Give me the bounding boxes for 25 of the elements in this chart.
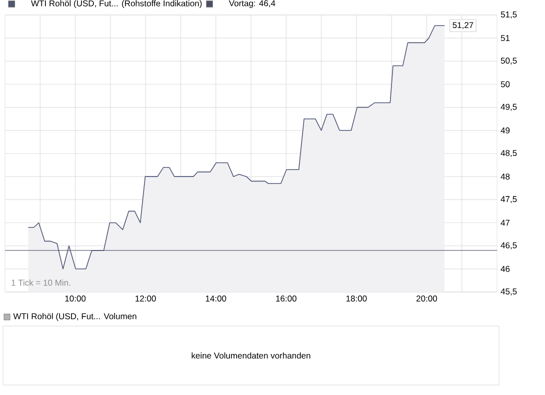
y-tick-label: 46: [500, 266, 510, 272]
x-tick-label: 10:00: [65, 296, 86, 302]
x-tick-label: 18:00: [346, 296, 367, 302]
y-tick-label: 48: [500, 174, 510, 180]
x-tick-label: 12:00: [136, 296, 156, 302]
text: keine Volumendaten vorhanden: [192, 352, 310, 359]
y-tick-label: 50,5: [500, 58, 517, 65]
y-tick-label: 48,5: [500, 150, 517, 157]
x-tick-label: 14:00: [206, 296, 226, 302]
y-tick-label: 45,5: [500, 288, 517, 296]
y-tick-label: 51,5: [500, 12, 517, 18]
y-tick-label: 47: [500, 220, 510, 226]
legend-label: Vortag: 46,4: [228, 0, 276, 8]
y-tick-label: 49,5: [500, 104, 517, 111]
y-tick-label: 47,5: [500, 196, 517, 204]
legend-label: WTI Rohöl (USD, Fut... (Rohstoffe Indikation): [31, 0, 202, 8]
annotation: 1 Tick = 10 Min.: [12, 279, 70, 286]
y-tick-label: 49: [500, 127, 510, 134]
text: WTI Rohöl (USD, Fut... Volumen: [13, 313, 136, 321]
y-tick-label: 51: [500, 35, 510, 42]
x-tick-label: 16:00: [276, 296, 296, 302]
annotation: 51,27: [452, 22, 474, 30]
x-tick-label: 20:00: [416, 296, 438, 302]
y-tick-label: 46,5: [500, 242, 517, 250]
y-tick-label: 50: [500, 81, 510, 88]
